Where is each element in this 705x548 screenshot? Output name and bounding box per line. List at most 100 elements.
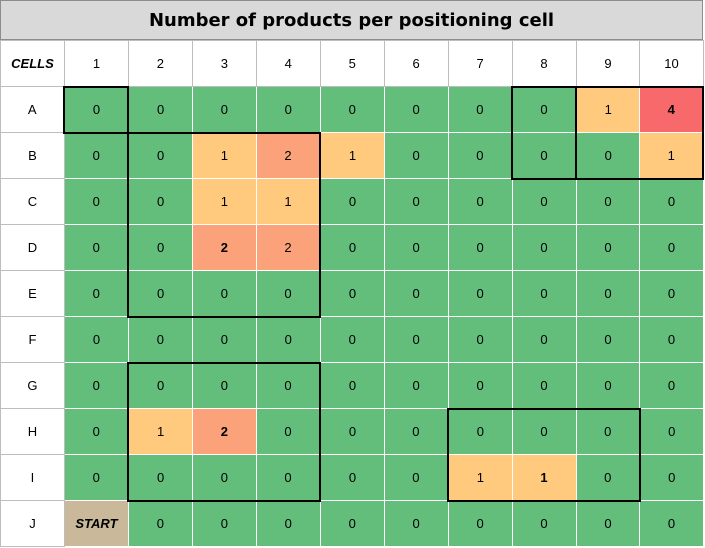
column-header: 3 — [191, 40, 257, 87]
product-count-cell: 1 — [639, 132, 705, 180]
product-count-cell: 0 — [63, 132, 129, 179]
product-count-cell: 0 — [63, 224, 129, 271]
product-count-cell: 0 — [319, 454, 385, 501]
table-row: J START 0 0 0 0 0 0 0 0 0 — [0, 500, 704, 547]
product-count-cell: 1 — [447, 454, 513, 502]
product-count-cell: 0 — [63, 316, 129, 363]
column-header: 4 — [255, 40, 321, 87]
product-count-cell: 0 — [127, 178, 193, 225]
product-count-cell: 0 — [319, 86, 385, 133]
corner-label: CELLS — [0, 40, 65, 87]
product-count-cell: 0 — [447, 500, 513, 547]
product-count-cell: 0 — [575, 454, 641, 502]
column-header: 9 — [575, 40, 641, 87]
product-count-cell: 0 — [447, 362, 513, 409]
product-count-cell: 0 — [63, 270, 129, 317]
product-count-cell: 0 — [575, 270, 641, 317]
product-count-cell: 0 — [383, 178, 449, 225]
product-count-cell: 0 — [319, 500, 385, 547]
header-row: CELLS 1 2 3 4 5 6 7 8 9 10 — [0, 40, 704, 87]
product-count-cell: 0 — [511, 316, 577, 363]
product-count-cell: 0 — [191, 361, 257, 409]
start-cell: START — [63, 500, 129, 547]
product-count-cell: 0 — [127, 131, 193, 179]
column-header: 7 — [447, 40, 513, 87]
positioning-grid: CELLS 1 2 3 4 5 6 7 8 9 10 A 0 0 0 0 0 0 0 0 1 4 B 0 0 1 2 1 0 0 0 0 1 C 0… — [0, 40, 705, 547]
product-count-cell: 0 — [639, 316, 704, 363]
product-count-cell: 0 — [319, 408, 385, 455]
product-count-cell: 0 — [383, 500, 449, 547]
product-count-cell: 0 — [511, 362, 577, 409]
product-count-cell: 0 — [383, 362, 449, 409]
row-label: A — [0, 86, 65, 133]
product-count-cell: 0 — [511, 85, 577, 133]
product-count-cell: 0 — [63, 178, 129, 225]
product-count-cell: 2 — [255, 131, 322, 179]
product-count-cell: 0 — [255, 86, 321, 133]
row-label: E — [0, 270, 65, 317]
product-count-cell: 0 — [639, 270, 704, 317]
product-count-cell: 0 — [191, 86, 257, 133]
product-count-cell: 0 — [255, 316, 321, 363]
row-label: C — [0, 178, 65, 225]
row-label: H — [0, 408, 65, 455]
product-count-cell: 0 — [319, 178, 385, 225]
product-count-cell: 0 — [255, 500, 321, 547]
product-count-cell: 0 — [447, 270, 513, 317]
product-count-cell: 0 — [127, 500, 193, 547]
product-count-cell: 0 — [255, 454, 322, 502]
product-count-cell: 0 — [575, 407, 641, 455]
column-header: 1 — [63, 40, 129, 87]
product-count-cell: 0 — [447, 178, 513, 225]
product-count-cell: 0 — [639, 224, 704, 271]
product-count-cell: 0 — [639, 500, 704, 547]
table-title: Number of products per positioning cell — [0, 0, 703, 40]
product-count-cell: 0 — [127, 361, 193, 409]
product-count-cell: 2 — [255, 224, 322, 271]
product-count-cell: 0 — [511, 178, 577, 225]
product-count-cell: 0 — [191, 500, 257, 547]
product-count-cell: 0 — [383, 224, 449, 271]
product-count-cell: 0 — [127, 86, 193, 133]
product-count-cell: 0 — [319, 316, 385, 363]
product-count-cell: 0 — [575, 132, 641, 180]
product-count-cell: 2 — [191, 408, 257, 455]
product-count-cell: 0 — [447, 407, 513, 455]
product-count-cell: 0 — [639, 454, 704, 501]
product-count-cell: 0 — [447, 316, 513, 363]
product-count-cell: 0 — [191, 270, 257, 318]
row-label: G — [0, 362, 65, 409]
column-header: 10 — [639, 40, 704, 87]
row-label: D — [0, 224, 65, 271]
product-count-cell: 0 — [383, 316, 449, 363]
product-count-cell: 0 — [511, 224, 577, 271]
product-count-cell: 0 — [575, 178, 641, 225]
product-count-cell: 1 — [575, 85, 641, 133]
row-label: B — [0, 132, 65, 179]
product-count-cell: 1 — [319, 132, 385, 179]
product-count-cell: 0 — [127, 224, 193, 271]
product-count-cell: 0 — [447, 224, 513, 271]
product-count-cell: 0 — [383, 408, 449, 455]
column-header: 2 — [127, 40, 193, 87]
column-header: 5 — [319, 40, 385, 87]
product-count-cell: 1 — [255, 178, 322, 225]
product-count-cell: 0 — [63, 408, 129, 455]
product-count-cell: 0 — [575, 500, 641, 547]
product-count-cell: 0 — [191, 454, 257, 502]
product-count-cell: 0 — [63, 454, 129, 501]
product-count-cell: 0 — [447, 86, 513, 133]
product-count-cell: 0 — [127, 316, 193, 363]
product-count-cell: 0 — [575, 224, 641, 271]
product-count-cell: 0 — [127, 270, 193, 318]
column-header: 6 — [383, 40, 449, 87]
product-count-cell: 4 — [639, 85, 705, 133]
